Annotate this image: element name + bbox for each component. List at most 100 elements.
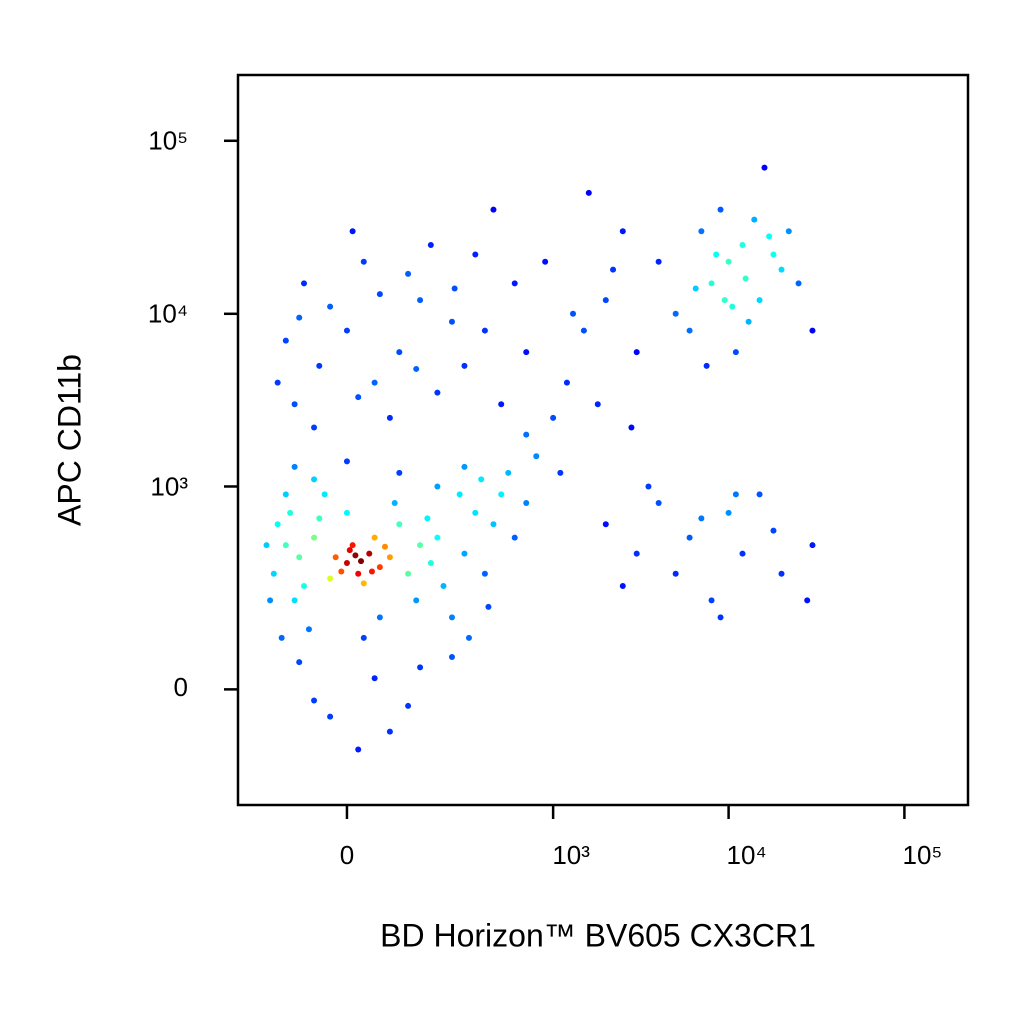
data-point — [321, 491, 328, 498]
data-point — [563, 379, 570, 386]
data-point — [490, 521, 497, 528]
x-tick-label: 10³ — [552, 840, 590, 870]
data-point — [405, 270, 412, 277]
data-point — [570, 310, 577, 317]
data-point — [376, 291, 383, 298]
data-point — [770, 527, 777, 534]
data-point — [804, 597, 811, 604]
data-point — [316, 362, 323, 369]
data-point — [448, 318, 455, 325]
data-point — [405, 570, 412, 577]
data-point — [311, 424, 318, 431]
data-point — [498, 491, 505, 498]
data-point — [355, 746, 362, 753]
data-point — [360, 258, 367, 265]
data-point — [386, 554, 393, 561]
data-point — [756, 297, 763, 304]
data-point — [343, 327, 350, 334]
data-point — [481, 570, 488, 577]
data-point — [481, 327, 488, 334]
data-point — [316, 515, 323, 522]
y-tick-label: 10⁴ — [148, 299, 188, 329]
data-point — [761, 164, 768, 171]
data-point — [770, 251, 777, 258]
data-point — [296, 659, 303, 666]
data-point — [633, 349, 640, 356]
data-point — [523, 500, 530, 507]
data-point — [440, 583, 447, 590]
data-point — [391, 500, 398, 507]
data-point — [371, 379, 378, 386]
data-point — [580, 327, 587, 334]
data-point — [725, 509, 732, 516]
data-point — [739, 241, 746, 248]
data-point — [343, 458, 350, 465]
data-point — [327, 713, 334, 720]
y-tick-label: 10³ — [150, 471, 188, 501]
data-point — [343, 509, 350, 516]
data-point — [809, 542, 816, 549]
data-point — [417, 542, 424, 549]
data-point — [795, 280, 802, 287]
x-tick-label: 10⁵ — [903, 840, 943, 870]
data-point — [368, 568, 375, 575]
data-point — [478, 476, 485, 483]
data-point — [417, 664, 424, 671]
data-point — [686, 534, 693, 541]
data-point — [371, 534, 378, 541]
data-point — [263, 542, 270, 549]
data-point — [619, 228, 626, 235]
data-point — [355, 570, 362, 577]
data-point — [427, 241, 434, 248]
data-point — [427, 560, 434, 567]
data-point — [742, 275, 749, 282]
data-point — [352, 552, 359, 559]
data-point — [456, 491, 463, 498]
x-axis-label: BD Horizon™ BV605 CX3CR1 — [380, 917, 816, 953]
data-point — [717, 614, 724, 621]
data-point — [717, 206, 724, 213]
data-point — [360, 634, 367, 641]
data-point — [366, 550, 373, 557]
data-point — [396, 469, 403, 476]
data-point — [703, 362, 710, 369]
data-point — [619, 583, 626, 590]
data-point — [360, 580, 367, 587]
data-point — [461, 550, 468, 557]
data-point — [725, 258, 732, 265]
data-point — [301, 280, 308, 287]
data-point — [376, 564, 383, 571]
data-point — [291, 463, 298, 470]
data-point — [511, 534, 518, 541]
data-point — [785, 228, 792, 235]
data-point — [550, 414, 557, 421]
data-point — [708, 597, 715, 604]
data-point — [376, 614, 383, 621]
data-point — [732, 349, 739, 356]
data-point — [355, 394, 362, 401]
data-point — [282, 337, 289, 344]
data-point — [472, 251, 479, 258]
data-point — [557, 469, 564, 476]
data-point — [523, 431, 530, 438]
data-point — [338, 568, 345, 575]
data-point — [490, 206, 497, 213]
data-point — [371, 675, 378, 682]
data-point — [282, 542, 289, 549]
data-point — [686, 327, 693, 334]
data-point — [461, 463, 468, 470]
data-point — [346, 547, 353, 554]
data-point — [732, 491, 739, 498]
data-point — [349, 228, 356, 235]
data-point — [602, 521, 609, 528]
data-point — [655, 500, 662, 507]
data-point — [296, 554, 303, 561]
data-point — [451, 285, 458, 292]
data-point — [327, 303, 334, 310]
data-point — [417, 297, 424, 304]
data-point — [485, 603, 492, 610]
data-point — [358, 558, 365, 565]
data-point — [311, 476, 318, 483]
